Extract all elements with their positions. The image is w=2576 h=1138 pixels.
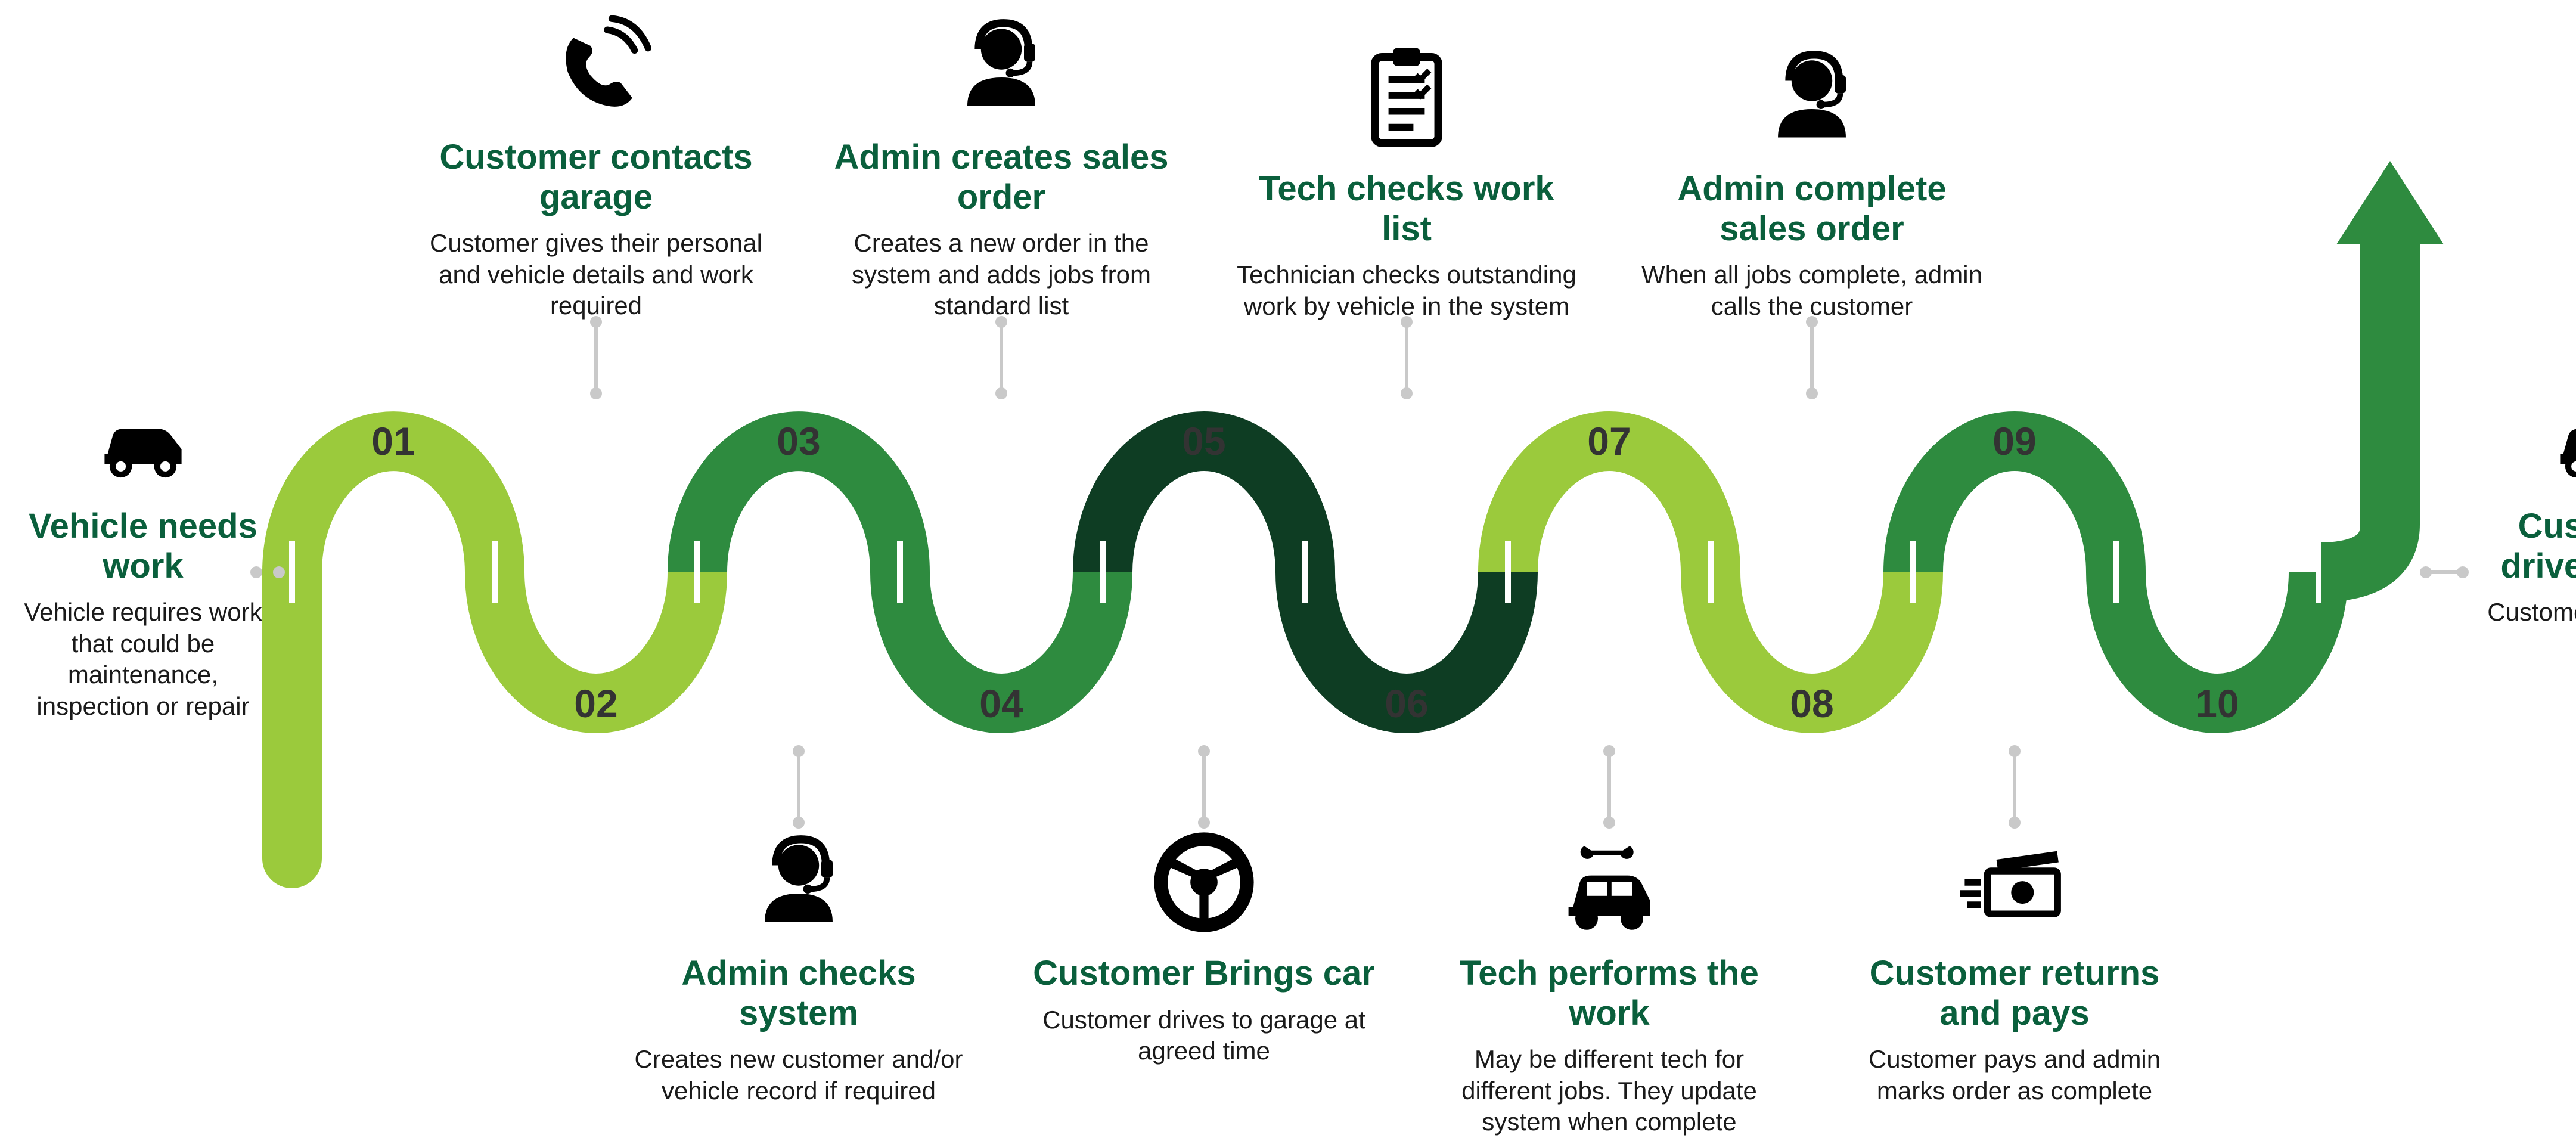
- connector-dot: [793, 817, 805, 829]
- connector-line: [2013, 751, 2016, 823]
- step-title: Tech performs the work: [1436, 954, 1782, 1033]
- connector-dot: [1198, 817, 1210, 829]
- step-desc: Vehicle requires work that could be main…: [12, 597, 274, 722]
- connector-dot: [2457, 566, 2469, 578]
- money-icon: [1842, 823, 2187, 942]
- step-title: Customer contacts garage: [423, 138, 769, 217]
- connector-line: [1607, 751, 1611, 823]
- step-number-02: 02: [574, 681, 617, 726]
- step-desc: Creates new customer and/or vehicle reco…: [626, 1044, 972, 1106]
- step-title: Vehicle needs work: [12, 507, 274, 586]
- connector-dot: [2009, 745, 2021, 757]
- step-9: Customer returns and pays Customer pays a…: [1842, 823, 2187, 1106]
- step-title: Customer drives away: [2468, 507, 2576, 586]
- step-number-05: 05: [1182, 418, 1225, 464]
- connector-dot: [273, 566, 285, 578]
- clipboard-icon: [1234, 38, 1579, 157]
- step-7: Tech performs the work May be different t…: [1436, 823, 1782, 1138]
- connector-line: [594, 322, 598, 393]
- connector-dot: [1603, 817, 1615, 829]
- step-number-03: 03: [777, 418, 820, 464]
- connector-dot: [1806, 387, 1818, 399]
- connector-dot: [590, 316, 602, 328]
- step-desc: Creates a new order in the system and ad…: [828, 228, 1174, 322]
- step-title: Admin creates sales order: [828, 138, 1174, 217]
- wheel-icon: [1031, 823, 1377, 942]
- step-desc: Customer pays and admin marks order as c…: [1842, 1044, 2187, 1106]
- step-desc: Customer takes car.: [2468, 597, 2576, 628]
- step-desc: Customer drives to garage at agreed time: [1031, 1004, 1377, 1067]
- step-title: Admin complete sales order: [1639, 169, 1985, 249]
- step-number-10: 10: [2195, 681, 2239, 726]
- connector-dot: [2420, 566, 2432, 578]
- step-number-04: 04: [979, 681, 1023, 726]
- step-number-08: 08: [1790, 681, 1833, 726]
- step-number-07: 07: [1587, 418, 1631, 464]
- headset-icon: [1639, 38, 1985, 157]
- phone-icon: [423, 7, 769, 126]
- step-3: Admin checks system Creates new customer …: [626, 823, 972, 1106]
- step-title: Customer returns and pays: [1842, 954, 2187, 1033]
- step-8: Admin complete sales order When all jobs …: [1639, 38, 1985, 322]
- car-icon: [12, 393, 274, 495]
- step-title: Tech checks work list: [1234, 169, 1579, 249]
- step-2: Customer contacts garage Customer gives t…: [423, 7, 769, 322]
- carrepair-icon: [1436, 823, 1782, 942]
- process-flow-diagram: 01 02 03 04 05 06 07 08 09 10 Customer contacts ga…: [0, 0, 2576, 1122]
- headset-icon: [828, 7, 1174, 126]
- step-desc: Technician checks outstanding work by ve…: [1234, 259, 1579, 322]
- step-desc: Customer gives their personal and vehicl…: [423, 228, 769, 322]
- step-desc: When all jobs complete, admin calls the …: [1639, 259, 1985, 322]
- car-icon: [2468, 393, 2576, 495]
- step-desc: May be different tech for different jobs…: [1436, 1044, 1782, 1138]
- connector-dot: [1198, 745, 1210, 757]
- connector-dot: [995, 387, 1007, 399]
- step-start: Vehicle needs work Vehicle requires work …: [12, 393, 274, 722]
- connector-line: [1202, 751, 1206, 823]
- connector-line: [1405, 322, 1408, 393]
- connector-dot: [590, 387, 602, 399]
- connector-line: [1000, 322, 1003, 393]
- connector-dot: [1806, 316, 1818, 328]
- connector-dot: [793, 745, 805, 757]
- headset-icon: [626, 823, 972, 942]
- step-title: Admin checks system: [626, 954, 972, 1033]
- connector-dot: [1603, 745, 1615, 757]
- connector-line: [797, 751, 800, 823]
- connector-dot: [250, 566, 262, 578]
- connector-dot: [1401, 316, 1413, 328]
- step-6: Tech checks work list Technician checks o…: [1234, 38, 1579, 322]
- step-title: Customer Brings car: [1031, 954, 1377, 994]
- step-end: Customer drives away Customer takes car.: [2468, 393, 2576, 628]
- connector-dot: [1401, 387, 1413, 399]
- step-number-01: 01: [371, 418, 415, 464]
- step-4: Admin creates sales order Creates a new o…: [828, 7, 1174, 322]
- step-5: Customer Brings car Customer drives to ga…: [1031, 823, 1377, 1067]
- connector-dot: [2009, 817, 2021, 829]
- step-number-06: 06: [1385, 681, 1428, 726]
- step-number-09: 09: [1992, 418, 2036, 464]
- connector-dot: [995, 316, 1007, 328]
- connector-line: [1810, 322, 1814, 393]
